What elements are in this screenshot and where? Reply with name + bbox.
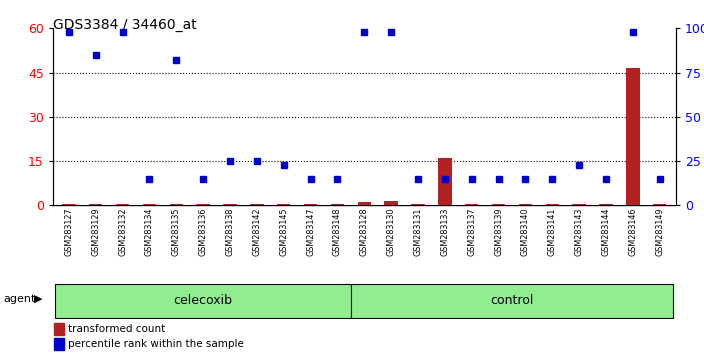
Text: celecoxib: celecoxib xyxy=(174,295,233,307)
Text: GSM283144: GSM283144 xyxy=(601,207,610,256)
Text: GSM283133: GSM283133 xyxy=(441,207,449,256)
Text: control: control xyxy=(490,295,534,307)
Bar xyxy=(358,202,371,205)
Text: GSM283129: GSM283129 xyxy=(92,207,100,256)
Text: GSM283145: GSM283145 xyxy=(279,207,288,256)
Bar xyxy=(54,338,63,350)
Text: GSM283138: GSM283138 xyxy=(225,207,234,256)
Text: GSM283135: GSM283135 xyxy=(172,207,181,256)
Text: GSM283128: GSM283128 xyxy=(360,207,369,256)
Bar xyxy=(626,68,640,205)
Text: GSM283127: GSM283127 xyxy=(64,207,73,256)
Text: GSM283137: GSM283137 xyxy=(467,207,476,256)
Text: GSM283130: GSM283130 xyxy=(386,207,396,256)
Text: GSM283148: GSM283148 xyxy=(333,207,342,256)
Text: transformed count: transformed count xyxy=(68,324,165,334)
Text: GSM283132: GSM283132 xyxy=(118,207,127,256)
Text: GSM283149: GSM283149 xyxy=(655,207,665,256)
Text: GSM283134: GSM283134 xyxy=(145,207,154,256)
Text: agent: agent xyxy=(4,294,36,304)
Bar xyxy=(384,201,398,205)
Text: GSM283143: GSM283143 xyxy=(574,207,584,256)
Text: GSM283131: GSM283131 xyxy=(413,207,422,256)
Text: GSM283141: GSM283141 xyxy=(548,207,557,256)
Text: GSM283146: GSM283146 xyxy=(629,207,637,256)
Text: GSM283147: GSM283147 xyxy=(306,207,315,256)
Bar xyxy=(56,284,351,318)
Text: GSM283136: GSM283136 xyxy=(199,207,208,256)
Bar xyxy=(54,322,63,335)
Text: ▶: ▶ xyxy=(34,294,42,304)
Text: percentile rank within the sample: percentile rank within the sample xyxy=(68,339,244,349)
Text: GSM283142: GSM283142 xyxy=(253,207,261,256)
Bar xyxy=(438,158,451,205)
Text: GDS3384 / 34460_at: GDS3384 / 34460_at xyxy=(53,18,196,32)
Text: GSM283139: GSM283139 xyxy=(494,207,503,256)
Text: GSM283140: GSM283140 xyxy=(521,207,530,256)
Bar xyxy=(351,284,673,318)
